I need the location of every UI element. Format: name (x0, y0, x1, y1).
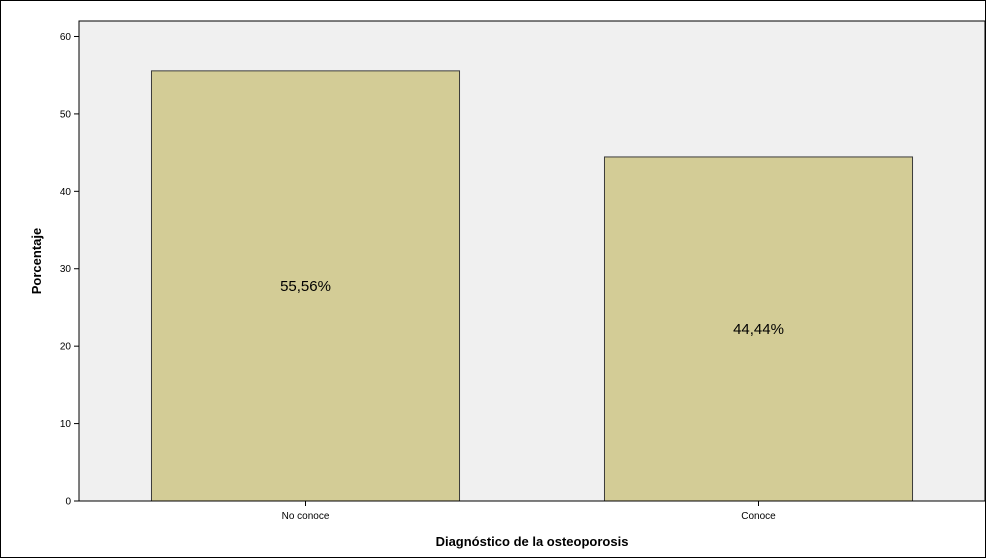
y-tick-label: 30 (60, 264, 72, 275)
x-tick-label: Conoce (741, 511, 776, 522)
x-axis-title: Diagnóstico de la osteoporosis (436, 534, 629, 549)
bars-group: 55,56% 44,44% (150, 70, 914, 502)
y-axis: 0 10 20 30 40 50 60 (60, 21, 80, 508)
y-tick-label: 20 (60, 342, 72, 353)
data-label: 44,44% (733, 321, 784, 338)
y-tick-label: 40 (60, 187, 72, 198)
bar-no-conoce (150, 70, 461, 502)
x-axis: No conoce Conoce (79, 500, 985, 522)
bar-conoce (603, 156, 914, 502)
y-axis-title: Porcentaje (29, 228, 44, 294)
y-tick-label: 50 (60, 109, 72, 120)
y-tick-label: 0 (65, 497, 71, 508)
y-tick-label: 10 (60, 419, 72, 430)
x-tick-label: No conoce (282, 511, 330, 522)
data-label: 55,56% (280, 278, 331, 295)
y-tick-label: 60 (60, 32, 72, 43)
